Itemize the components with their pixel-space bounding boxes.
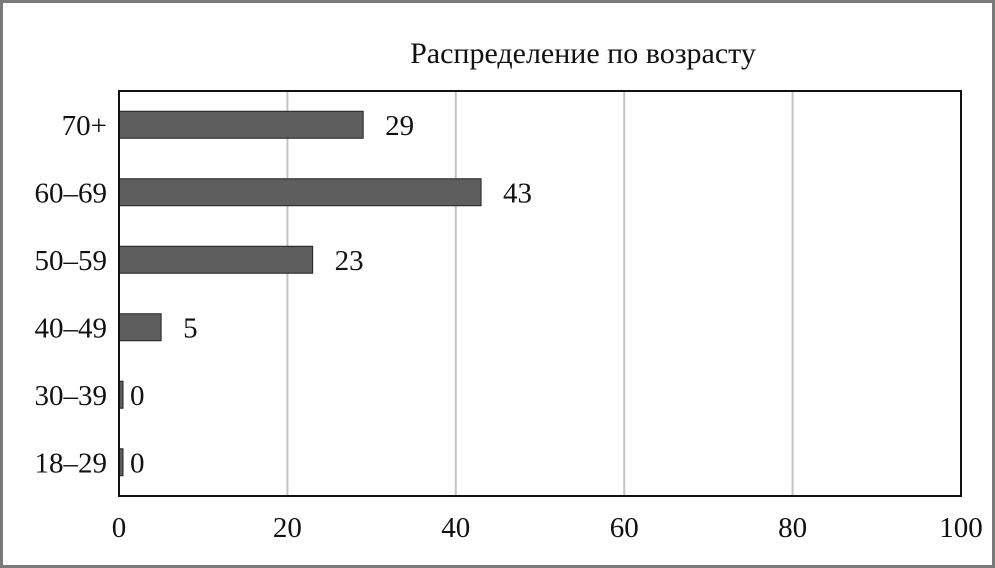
x-tick-label-100: 100 bbox=[939, 512, 983, 544]
x-tick-label-0: 0 bbox=[112, 512, 127, 544]
value-label-6: 0 bbox=[130, 447, 145, 479]
category-label-3: 50–59 bbox=[35, 245, 108, 277]
category-label-4: 40–49 bbox=[35, 312, 108, 344]
bar-4 bbox=[118, 313, 162, 342]
x-tick-label-60: 60 bbox=[610, 512, 639, 544]
x-tick-labels: 0 20 40 60 80 100 bbox=[112, 512, 983, 544]
chart-title: Распределение по возрасту bbox=[410, 37, 756, 70]
category-label-5: 30–39 bbox=[35, 380, 108, 412]
bars bbox=[118, 110, 482, 477]
value-label-4: 5 bbox=[183, 312, 198, 344]
x-tick-label-80: 80 bbox=[778, 512, 807, 544]
bar-1 bbox=[118, 110, 364, 139]
plot-area-border bbox=[118, 90, 962, 497]
category-label-1: 70+ bbox=[62, 110, 107, 142]
value-label-5: 0 bbox=[130, 380, 145, 412]
x-tick-label-40: 40 bbox=[441, 512, 470, 544]
category-label-2: 60–69 bbox=[35, 177, 108, 209]
value-label-2: 43 bbox=[503, 177, 532, 209]
value-label-1: 29 bbox=[385, 110, 414, 142]
category-label-6: 18–29 bbox=[35, 447, 108, 479]
bar-3 bbox=[118, 245, 314, 274]
gridlines bbox=[286, 91, 794, 496]
category-labels: 70+ 60–69 50–59 40–49 30–39 18–29 bbox=[35, 110, 108, 480]
x-tick-label-20: 20 bbox=[273, 512, 302, 544]
value-label-3: 23 bbox=[335, 245, 364, 277]
value-labels: 29 43 23 5 0 0 bbox=[130, 110, 532, 480]
bar-2 bbox=[118, 178, 482, 207]
